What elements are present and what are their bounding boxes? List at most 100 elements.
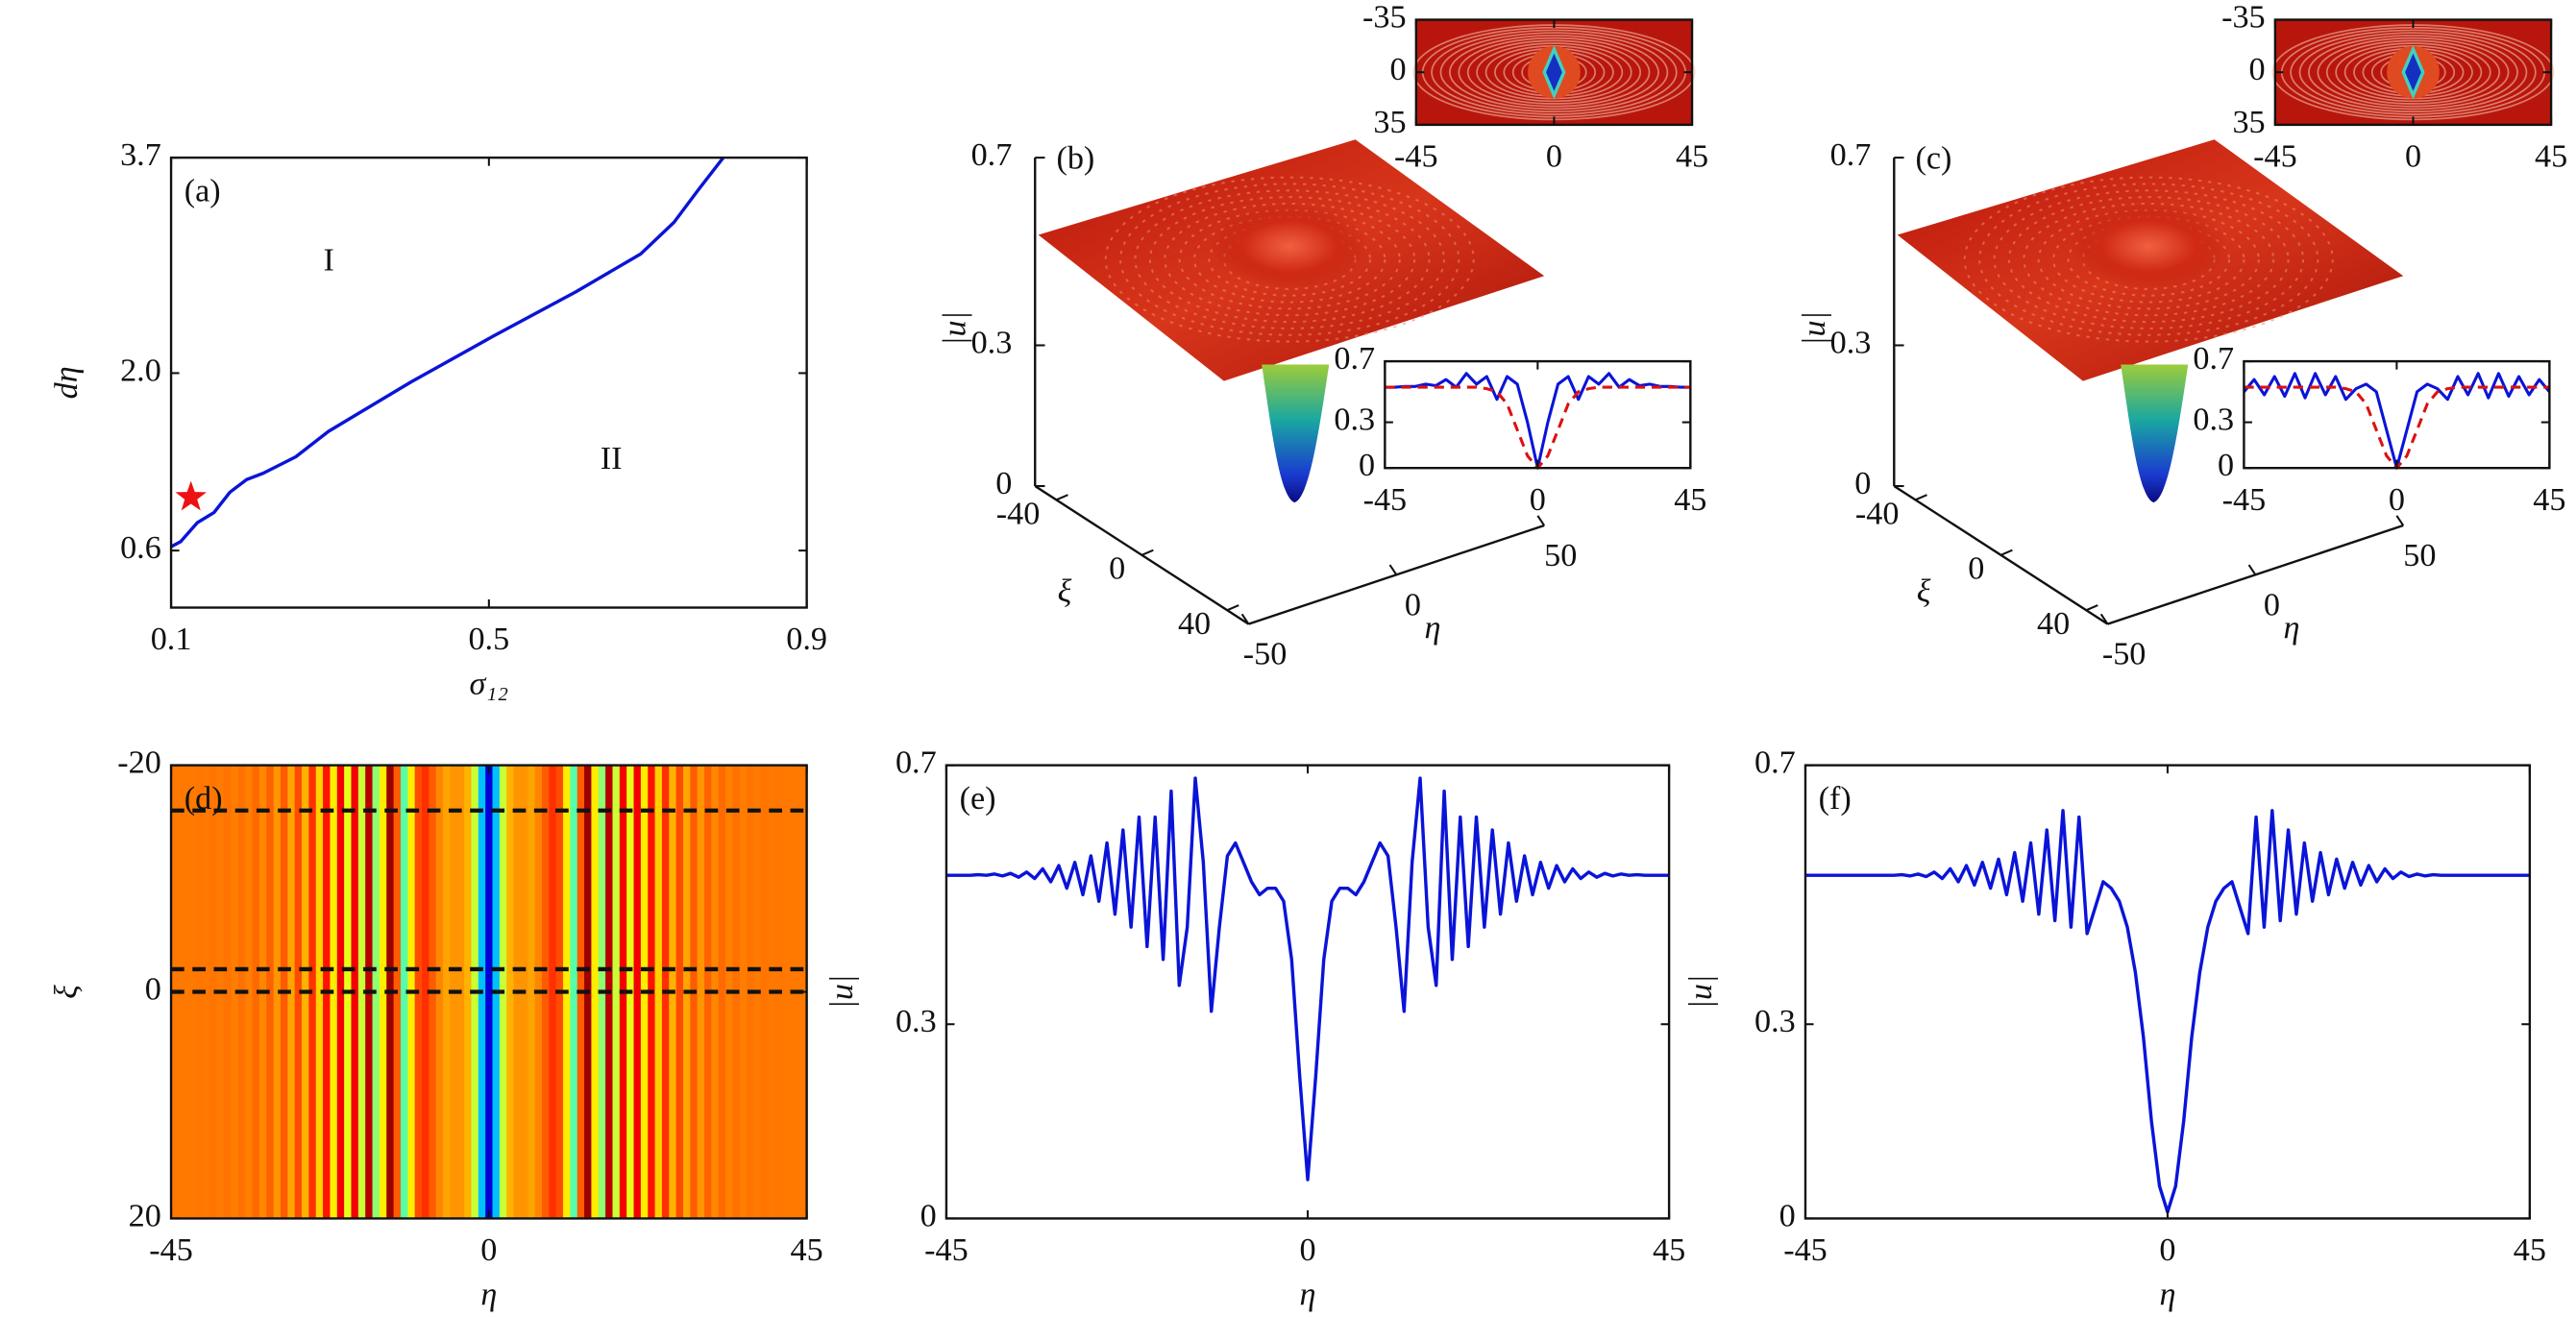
y-tick-label: -20 xyxy=(117,744,161,780)
heat-cell xyxy=(330,765,338,1219)
y-tick-label: 2.0 xyxy=(120,353,161,388)
inset-dip xyxy=(1542,44,1566,100)
x-tick-label: -45 xyxy=(2222,482,2267,518)
xi-tick-label: -40 xyxy=(996,496,1041,531)
eta-tick xyxy=(2247,564,2257,575)
region-label: I xyxy=(323,242,333,278)
y-tick-label: 0.6 xyxy=(120,530,161,566)
x-tick-label: 0 xyxy=(2389,482,2405,518)
z-tick-label: 0.3 xyxy=(1830,325,1872,360)
x-tick-label: 45 xyxy=(791,1232,823,1268)
heat-cell xyxy=(549,765,557,1219)
eta-tick xyxy=(1536,515,1546,526)
heat-cell xyxy=(422,765,430,1219)
data-line xyxy=(945,776,1670,1182)
xi-axis xyxy=(1893,484,2109,625)
z-axis-label: |u| xyxy=(938,311,973,346)
panel-label: (a) xyxy=(184,174,221,209)
xi-tick xyxy=(2085,604,2098,612)
surface-ripple xyxy=(2023,202,2275,317)
heat-cell xyxy=(245,765,254,1219)
y-tick-label: 0.7 xyxy=(1334,341,1375,377)
heat-cell xyxy=(357,765,366,1219)
inset-ripple xyxy=(2317,37,2510,108)
z-tick-label: 0.7 xyxy=(971,137,1013,173)
surface-ripple xyxy=(2007,196,2290,324)
xi-tick-label: 0 xyxy=(1968,551,1984,587)
inset-ripple xyxy=(2325,39,2501,105)
heat-cell xyxy=(633,765,642,1219)
z-tick-label: 0.3 xyxy=(971,325,1013,360)
x-tick-label: -45 xyxy=(1783,1232,1828,1268)
panel-label: (e) xyxy=(960,781,996,817)
inset-ripple xyxy=(2290,29,2537,115)
y-tick-label: 0.3 xyxy=(1334,402,1375,437)
x-axis-label: η xyxy=(1300,1277,1316,1312)
heat-cell xyxy=(231,765,239,1219)
surface-ripple xyxy=(2037,208,2260,310)
x-tick-label: 0 xyxy=(480,1232,497,1268)
surface-ripple xyxy=(1963,176,2334,343)
xi-tick-label: -40 xyxy=(1855,496,1900,531)
x-axis-label: η xyxy=(480,1277,497,1312)
y-tick-label: 35 xyxy=(1373,105,1406,140)
inset-ripple xyxy=(1439,32,1669,113)
x-tick-label: 0 xyxy=(2405,139,2421,175)
eta-tick-label: 50 xyxy=(1544,538,1577,573)
eta-tick xyxy=(2395,515,2405,526)
xi-tick xyxy=(1056,494,1068,501)
heat-cell xyxy=(718,765,726,1219)
heat-cell xyxy=(506,765,515,1219)
x-tick-label: 45 xyxy=(1674,482,1706,518)
heat-cell xyxy=(203,765,211,1219)
surface-bump xyxy=(1211,203,1369,289)
axes-frame xyxy=(1803,764,2532,1220)
x-tick-label: -45 xyxy=(149,1232,193,1268)
star-marker xyxy=(175,480,207,511)
x-tick-label: -45 xyxy=(1363,482,1408,518)
y-tick-label: -35 xyxy=(2221,0,2266,35)
x-tick-label: 0.1 xyxy=(151,622,192,657)
axes-frame xyxy=(945,764,1671,1220)
inset-bg xyxy=(2244,361,2550,469)
inset-dip xyxy=(2401,44,2425,100)
x-axis-label: η xyxy=(2159,1277,2175,1312)
panel-label: (b) xyxy=(1056,140,1094,176)
heat-cell xyxy=(760,765,769,1219)
x-tick-label: 45 xyxy=(2533,482,2565,518)
z-tick-label: 0 xyxy=(1854,466,1871,501)
x-tick-label: 0 xyxy=(1530,482,1546,518)
xi-tick xyxy=(1915,494,1927,501)
surface-ripple xyxy=(1993,189,2304,329)
panel-label: (f) xyxy=(1819,781,1852,817)
surface-funnel xyxy=(2121,364,2189,503)
surface-ripple xyxy=(1978,183,2319,336)
surface-ripple xyxy=(1134,189,1445,329)
heat-cell xyxy=(591,765,600,1219)
x-tick-label: 0 xyxy=(1546,139,1562,175)
y-tick-label: 0.3 xyxy=(895,1004,937,1039)
eta-axis-label: η xyxy=(1424,610,1440,646)
surface-funnel xyxy=(1262,364,1330,503)
inset-ripple xyxy=(1476,42,1632,103)
xi-axis-label: ξ xyxy=(1058,574,1072,610)
heat-cell xyxy=(308,765,317,1219)
heat-cell xyxy=(273,765,282,1219)
eta-tick-label: -50 xyxy=(2102,637,2147,672)
xi-tick xyxy=(1141,549,1154,556)
heat-cell xyxy=(675,765,684,1219)
heat-cell xyxy=(443,765,452,1219)
xi-tick-label: 40 xyxy=(2037,606,2070,642)
inset-bg xyxy=(1385,361,1691,469)
data-line xyxy=(1804,809,2530,1214)
eta-tick xyxy=(2099,613,2109,625)
xi-tick xyxy=(2000,549,2013,556)
xi-tick-label: 40 xyxy=(1178,606,1211,642)
inset-ripple xyxy=(1466,39,1642,105)
x-tick-label: 0 xyxy=(2159,1232,2175,1268)
heat-cell xyxy=(224,765,233,1219)
eta-tick xyxy=(1240,613,1250,625)
heat-cell xyxy=(294,765,303,1219)
